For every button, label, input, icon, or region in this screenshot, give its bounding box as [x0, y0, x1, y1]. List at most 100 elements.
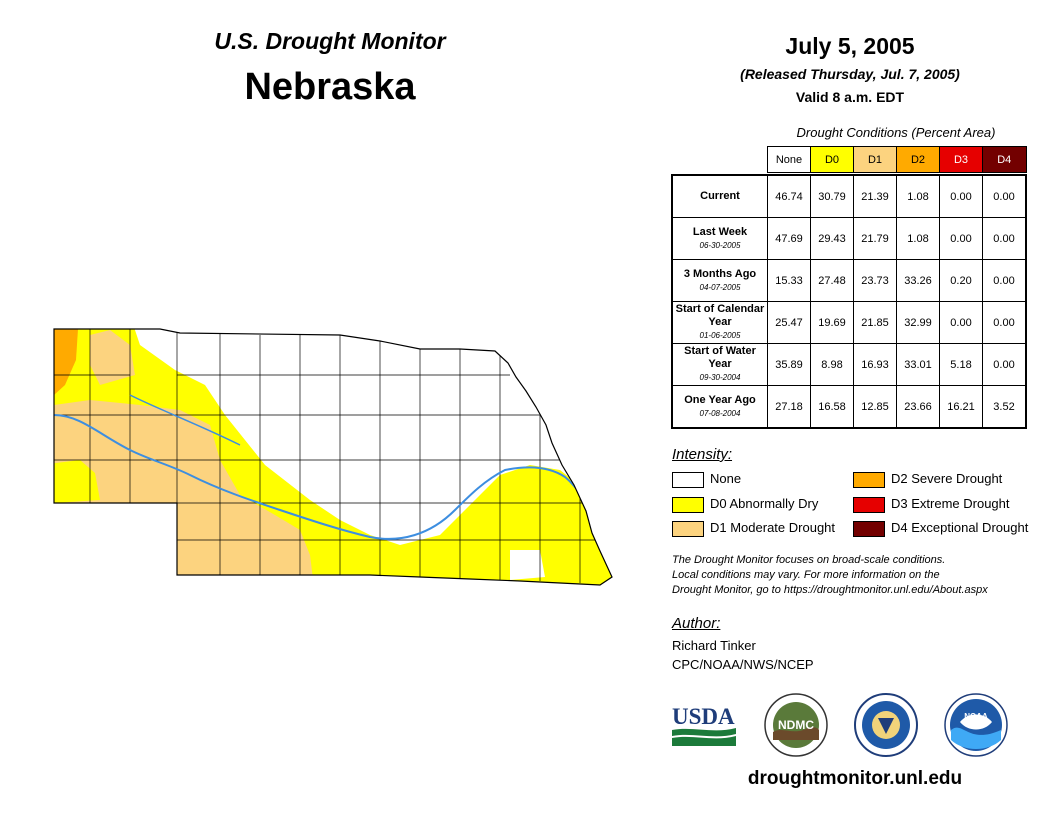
- legend-item-none: None: [672, 471, 741, 488]
- legend-swatch: [853, 520, 885, 537]
- cell-value: 15.33: [767, 259, 811, 302]
- table-caption: Drought Conditions (Percent Area): [796, 125, 996, 140]
- legend-swatch: [672, 496, 704, 513]
- noaa-logo: NOAA: [944, 693, 1008, 757]
- row-label: Current: [700, 190, 740, 202]
- cell-value: 29.43: [810, 217, 854, 260]
- cell-value: 0.00: [982, 217, 1027, 260]
- table-row: Last Week 06-30-2005 47.69 29.43 21.79 1.…: [671, 217, 1027, 260]
- usda-logo: USDA: [672, 704, 736, 746]
- cell-value: 27.18: [767, 385, 811, 429]
- row-label: 3 Months Ago: [683, 267, 757, 280]
- author-title: Author:: [672, 615, 721, 632]
- legend-item-d1: D1 Moderate Drought: [672, 520, 835, 537]
- cell-value: 21.39: [853, 174, 897, 218]
- col-header-d3: D3: [939, 146, 983, 173]
- cell-value: 16.58: [810, 385, 854, 429]
- legend-item-d4: D4 Exceptional Drought: [853, 520, 1028, 537]
- table-row: One Year Ago 07-08-2004 27.18 16.58 12.85…: [671, 385, 1027, 429]
- legend-swatch: [672, 471, 704, 488]
- legend-item-d0: D0 Abnormally Dry: [672, 496, 818, 513]
- row-date: 09-30-2004: [699, 373, 741, 382]
- website-url[interactable]: droughtmonitor.unl.edu: [747, 768, 963, 789]
- cell-value: 25.47: [767, 301, 811, 344]
- cell-value: 0.20: [939, 259, 983, 302]
- agency-logos: USDA NDMC NOAA: [672, 693, 1008, 757]
- row-date: 06-30-2005: [699, 240, 741, 250]
- no-drought-southeast: [510, 550, 545, 580]
- state-title: Nebraska: [244, 66, 416, 108]
- legend-item-d2: D2 Severe Drought: [853, 471, 1002, 488]
- cell-value: 1.08: [896, 217, 940, 260]
- drought-conditions-table: None D0 D1 D2 D3 D4 Current 46.74 30.79 …: [671, 146, 1027, 429]
- cell-value: 0.00: [939, 301, 983, 344]
- table-row: 3 Months Ago 04-07-2005 15.33 27.48 23.73…: [671, 259, 1027, 302]
- map-date: July 5, 2005: [785, 33, 915, 59]
- col-header-d4: D4: [982, 146, 1027, 173]
- row-label: Last Week: [692, 225, 748, 238]
- cell-value: 0.00: [982, 174, 1027, 218]
- cell-value: 21.79: [853, 217, 897, 260]
- ndmc-logo: NDMC: [764, 693, 828, 757]
- svg-text:NOAA: NOAA: [964, 712, 988, 721]
- col-header-none: None: [767, 146, 811, 173]
- cell-value: 16.93: [853, 343, 897, 386]
- table-row: Start of Calendar Year 01-06-2005 25.47 1…: [671, 301, 1027, 344]
- cell-value: 27.48: [810, 259, 854, 302]
- legend-swatch: [853, 496, 885, 513]
- col-header-d2: D2: [896, 146, 940, 173]
- svg-text:USDA: USDA: [672, 704, 735, 729]
- legend-swatch: [853, 471, 885, 488]
- north-platte-tributary: [129, 394, 241, 446]
- nebraska-drought-map: [53, 328, 613, 586]
- cell-value: 0.00: [939, 174, 983, 218]
- cell-value: 21.85: [853, 301, 897, 344]
- col-header-d0: D0: [810, 146, 854, 173]
- cell-value: 5.18: [939, 343, 983, 386]
- cell-value: 0.00: [939, 217, 983, 260]
- cell-value: 1.08: [896, 174, 940, 218]
- author-org: CPC/NOAA/NWS/NCEP: [672, 657, 814, 672]
- valid-time: Valid 8 a.m. EDT: [795, 89, 905, 105]
- cell-value: 8.98: [810, 343, 854, 386]
- county-boundaries: [54, 329, 600, 583]
- cell-value: 33.01: [896, 343, 940, 386]
- cell-value: 32.99: [896, 301, 940, 344]
- row-label: Start of Calendar Year: [675, 303, 765, 328]
- platte-river: [54, 414, 586, 540]
- cell-value: 0.00: [982, 259, 1027, 302]
- table-row: Start of Water Year 09-30-2004 35.89 8.98…: [671, 343, 1027, 386]
- state-outline: [53, 328, 613, 586]
- cell-value: 0.00: [982, 301, 1027, 344]
- legend-swatch: [672, 520, 704, 537]
- cell-value: 23.73: [853, 259, 897, 302]
- legend-title: Intensity:: [672, 446, 733, 463]
- cell-value: 0.00: [982, 343, 1027, 386]
- row-label: One Year Ago: [684, 393, 756, 406]
- cell-value: 47.69: [767, 217, 811, 260]
- col-header-d1: D1: [853, 146, 897, 173]
- row-date: 07-08-2004: [699, 408, 741, 418]
- cell-value: 23.66: [896, 385, 940, 429]
- author-name: Richard Tinker: [672, 638, 756, 653]
- row-date: 01-06-2005: [699, 331, 741, 340]
- cell-value: 46.74: [767, 174, 811, 218]
- row-label: Start of Water Year: [684, 345, 756, 370]
- legend-item-d3: D3 Extreme Drought: [853, 496, 1010, 513]
- table-body: Current 46.74 30.79 21.39 1.08 0.00 0.00…: [671, 174, 1027, 429]
- cell-value: 30.79: [810, 174, 854, 218]
- table-row: Current 46.74 30.79 21.39 1.08 0.00 0.00: [671, 174, 1027, 218]
- svg-text:NDMC: NDMC: [778, 718, 814, 732]
- cell-value: 19.69: [810, 301, 854, 344]
- release-date: (Released Thursday, Jul. 7, 2005): [740, 66, 960, 82]
- cell-value: 33.26: [896, 259, 940, 302]
- d0-panhandle-south: [54, 460, 100, 503]
- doc-seal-logo: [854, 693, 918, 757]
- cell-value: 12.85: [853, 385, 897, 429]
- d2-severe-drought-area: [54, 329, 78, 395]
- cell-value: 16.21: [939, 385, 983, 429]
- disclaimer-note: The Drought Monitor focuses on broad-sca…: [672, 554, 988, 596]
- product-title: U.S. Drought Monitor: [214, 28, 446, 54]
- d1-moderate-drought-area-north: [90, 330, 135, 385]
- cell-value: 3.52: [982, 385, 1027, 429]
